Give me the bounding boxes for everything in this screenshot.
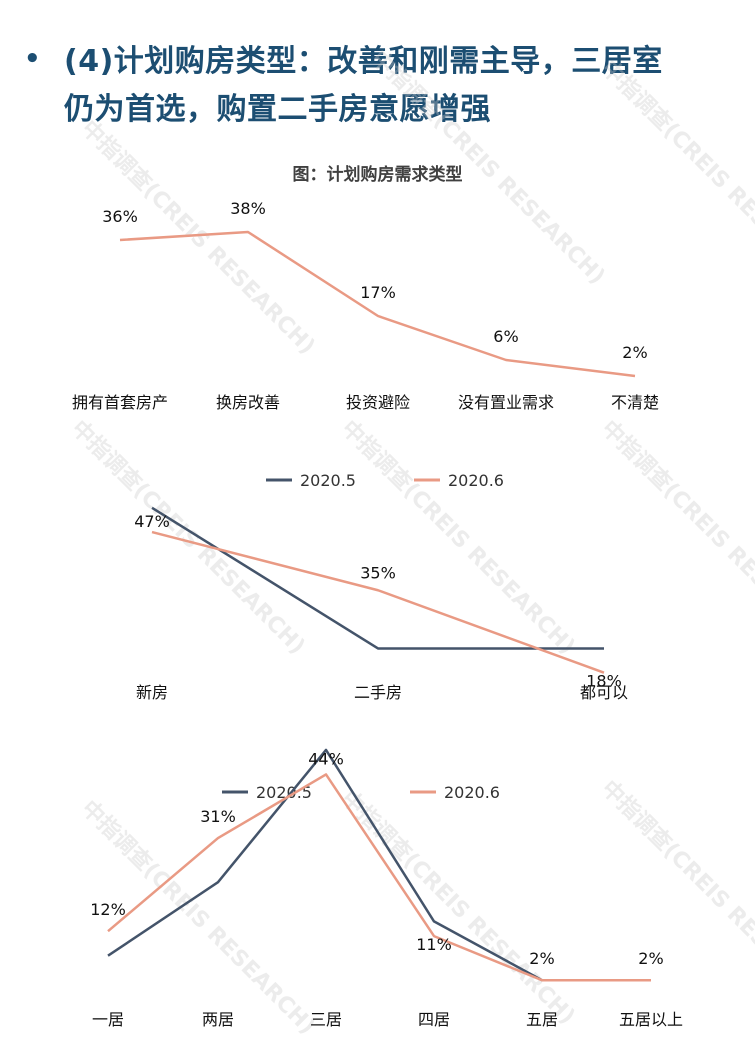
legend-label: 2020.5 — [256, 783, 312, 802]
data-label: 6% — [493, 327, 518, 346]
legend-label: 2020.6 — [444, 783, 500, 802]
chart-title: 图：计划购房需求类型 — [292, 165, 463, 185]
x-tick-label: 二手房 — [354, 683, 402, 702]
series-line-main — [119, 230, 636, 378]
x-tick-label: 两居 — [202, 1010, 234, 1029]
heading-line-1: (4)计划购房类型：改善和刚需主导，三居室 — [64, 44, 663, 79]
data-label: 12% — [90, 900, 126, 919]
data-label: 36% — [102, 207, 138, 226]
data-label: 44% — [308, 749, 344, 768]
x-tick-label: 没有置业需求 — [458, 393, 554, 412]
data-label: 2% — [529, 949, 554, 968]
x-tick-label: 投资避险 — [346, 393, 410, 412]
x-tick-label: 三居 — [310, 1010, 342, 1029]
series-line-2020-6 — [107, 773, 651, 982]
data-label: 2% — [638, 949, 663, 968]
data-label: 11% — [416, 935, 452, 954]
x-tick-label: 新房 — [136, 683, 168, 702]
x-tick-label: 都可以 — [580, 683, 628, 702]
legend-label: 2020.6 — [448, 471, 504, 490]
data-label: 31% — [200, 807, 236, 826]
x-tick-label: 不清楚 — [611, 393, 659, 412]
data-label: 47% — [134, 512, 170, 531]
series-line-2020-5 — [107, 748, 651, 982]
data-label: 17% — [360, 283, 396, 302]
x-tick-label: 五居以上 — [619, 1010, 683, 1029]
x-tick-label: 拥有首套房产 — [72, 393, 168, 412]
x-tick-label: 换房改善 — [216, 393, 280, 412]
data-label: 2% — [622, 343, 647, 362]
data-label: 38% — [230, 199, 266, 218]
series-line-2020-5 — [151, 506, 604, 650]
x-tick-label: 四居 — [418, 1010, 450, 1029]
data-label: 18% — [586, 672, 622, 691]
bullet-marker: • — [24, 44, 41, 74]
data-label: 35% — [360, 563, 396, 582]
x-tick-label: 一居 — [92, 1010, 124, 1029]
heading-line-2: 仍为首选，购置二手房意愿增强 — [64, 92, 491, 127]
series-line-2020-6 — [151, 530, 605, 674]
x-tick-label: 五居 — [526, 1010, 558, 1029]
legend-label: 2020.5 — [300, 471, 356, 490]
